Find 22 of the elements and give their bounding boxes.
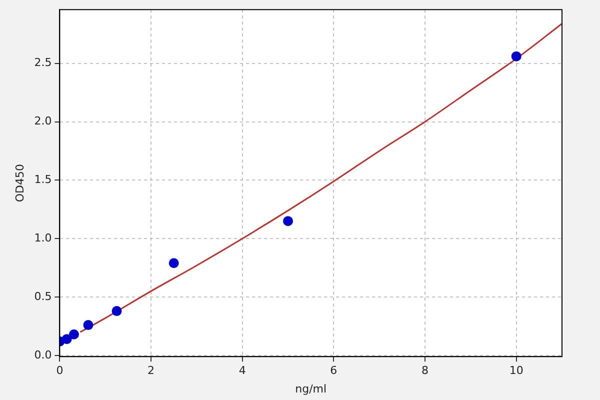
x-tick-label: 2 [148, 364, 155, 378]
point [83, 320, 94, 330]
y-tick-label: 0.0 [34, 348, 52, 362]
y-axis-title: OD450 [13, 164, 26, 202]
point [112, 306, 122, 316]
y-tick-label: 2.0 [34, 114, 52, 128]
point [283, 216, 294, 226]
y-tick-label: 1.0 [34, 231, 52, 244]
x-tick-label: 8 [422, 364, 429, 378]
x-tick-label: 4 [238, 364, 246, 378]
point [62, 334, 72, 344]
x-tick-label: 10 [509, 364, 524, 378]
x-tick-label: 0 [56, 364, 64, 378]
point [168, 258, 179, 268]
line-series [79, 22, 562, 333]
x-axis-title: ng/ml [295, 382, 327, 396]
point [511, 51, 522, 62]
y-tick-label: 0.5 [34, 290, 52, 303]
y-tick-label: 1.5 [34, 173, 52, 186]
x-tick-label: 6 [330, 364, 338, 378]
point [68, 329, 79, 340]
y-tick-label: 2.5 [34, 56, 52, 70]
